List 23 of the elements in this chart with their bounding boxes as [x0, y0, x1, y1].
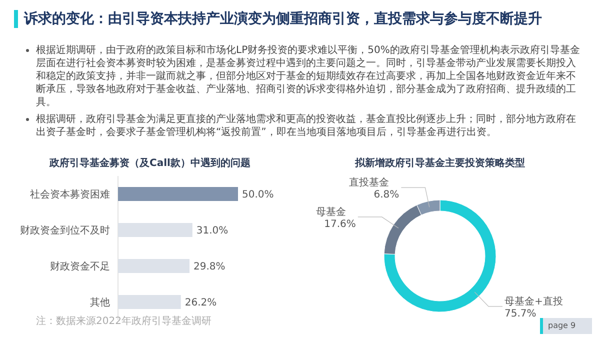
text: 诉求的变化：由引导资本扶持产业演变为侧重招商引资，直投需求与参与度不断提升	[14, 10, 594, 28]
data-label: 6.8%	[374, 190, 400, 201]
y-tick-label: 社会资本募资困难	[30, 188, 110, 200]
annotation: 注：数据来源2022年政府引导基金调研	[36, 315, 212, 327]
data-label: 50.0%	[242, 190, 274, 200]
y-tick-label: 其他	[90, 296, 110, 308]
text: 根据调研，政府引导基金为满足更直接的产业落地需求和更高的投资收益，基金直投比例逐步上升；同时，部分地方政府在出资子基金时，会要求子基金管理机构将“返投前置”，即在当地项目落地项目后，引导基金再进行出资。	[36, 113, 577, 139]
data-label: 75.7%	[504, 308, 536, 320]
donut-slice	[384, 200, 496, 312]
chart-title: 政府引导基金募资（及Call款）中遇到的问题	[48, 157, 250, 169]
chart-title: 拟新增政府引导基金主要投资策略类型	[354, 157, 525, 169]
text: page 9	[540, 318, 592, 334]
data-label: 31.0%	[196, 226, 228, 236]
bar	[118, 187, 238, 201]
slice-label: 直投基金	[349, 176, 390, 189]
slice-label: 母基金	[316, 206, 346, 218]
text: 根据近期调研，由于政府的政策目标和市场化LP财务投资的要求难以平衡，50%的政府引导基金管理机构表示政府引导基金层面在进行社会资本募资时较为困难，是基金募资过程中遇到的主要问题之一。同时，引导基金带动产业发展需要长期投入和稳定的政策支持，并非一蹴而就之事，但部分地区对于基金的短期绩效存在过高要求，再加上全国各地财政资金近年来不断承压，导致各地政府对于基金收益、产业落地、招商引资的诉求变得格外迫切，部分基金成为了政府招商、提升政绩的工具。	[36, 44, 581, 109]
data-label: 17.6%	[324, 218, 356, 230]
y-tick-label: 财政资金不足	[50, 260, 110, 272]
data-label: 29.8%	[194, 262, 226, 272]
data-label: 26.2%	[184, 298, 217, 308]
slice-label: 母基金+直投	[504, 295, 563, 308]
y-tick-label: 财政资金到位不及时	[20, 224, 110, 236]
